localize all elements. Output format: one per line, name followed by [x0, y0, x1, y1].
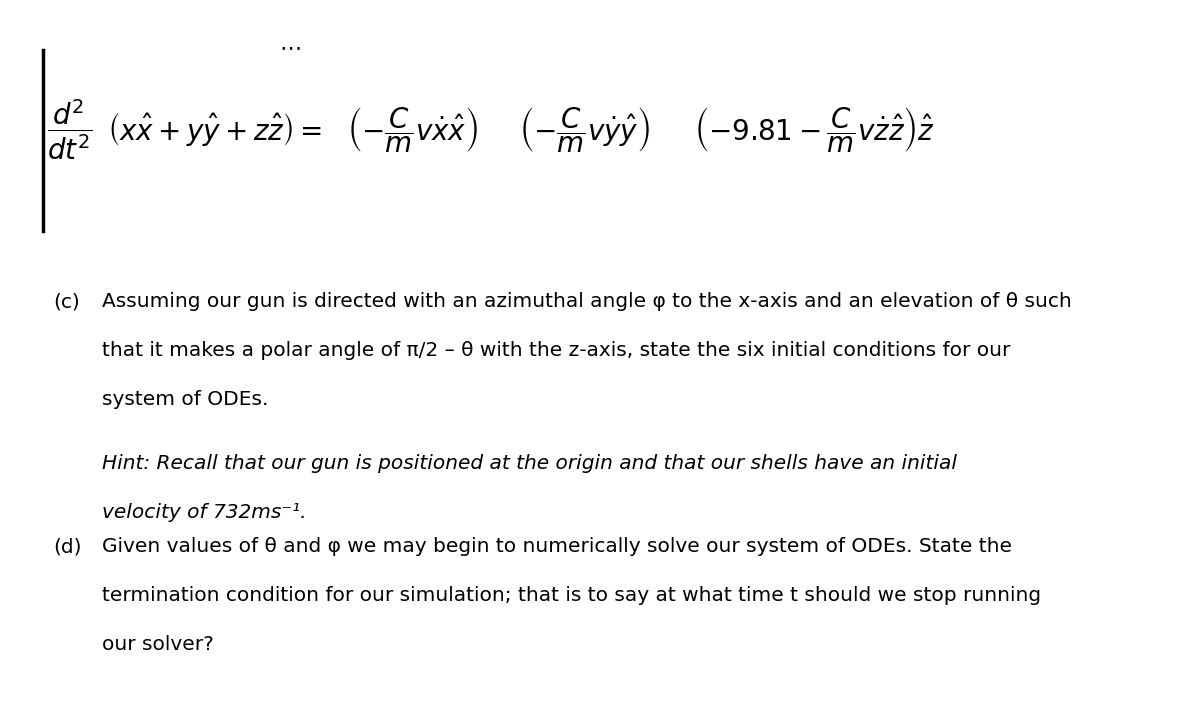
Text: (d): (d) [54, 537, 82, 556]
Text: $\left(-\dfrac{C}{m}v\dot{x}\hat{x}\right)$: $\left(-\dfrac{C}{m}v\dot{x}\hat{x}\righ… [347, 105, 479, 154]
Text: $\left(x\hat{x}+y\hat{y}+z\hat{z}\right)=$: $\left(x\hat{x}+y\hat{y}+z\hat{z}\right)… [107, 111, 322, 149]
Text: $\dfrac{d^2}{dt^2}$: $\dfrac{d^2}{dt^2}$ [47, 97, 92, 162]
Text: (c): (c) [54, 292, 80, 311]
Text: $\left(-\dfrac{C}{m}v\dot{y}\hat{y}\right)$: $\left(-\dfrac{C}{m}v\dot{y}\hat{y}\righ… [518, 105, 649, 154]
Text: Hint: Recall that our gun is positioned at the origin and that our shells have a: Hint: Recall that our gun is positioned … [102, 454, 956, 473]
Text: system of ODEs.: system of ODEs. [102, 390, 269, 409]
Text: our solver?: our solver? [102, 635, 214, 654]
Text: that it makes a polar angle of π/2 – θ with the z-axis, state the six initial co: that it makes a polar angle of π/2 – θ w… [102, 341, 1010, 360]
Text: termination condition for our simulation; that is to say at what time t should w: termination condition for our simulation… [102, 586, 1040, 605]
Text: Assuming our gun is directed with an azimuthal angle φ to the x-axis and an elev: Assuming our gun is directed with an azi… [102, 292, 1072, 311]
Text: Given values of θ and φ we may begin to numerically solve our system of ODEs. St: Given values of θ and φ we may begin to … [102, 537, 1012, 556]
Text: velocity of 732ms⁻¹.: velocity of 732ms⁻¹. [102, 503, 306, 522]
Text: $\cdots$: $\cdots$ [278, 36, 300, 58]
Text: $\left(-9.81-\dfrac{C}{m}v\dot{z}\hat{z}\right)\hat{z}$: $\left(-9.81-\dfrac{C}{m}v\dot{z}\hat{z}… [695, 105, 935, 154]
